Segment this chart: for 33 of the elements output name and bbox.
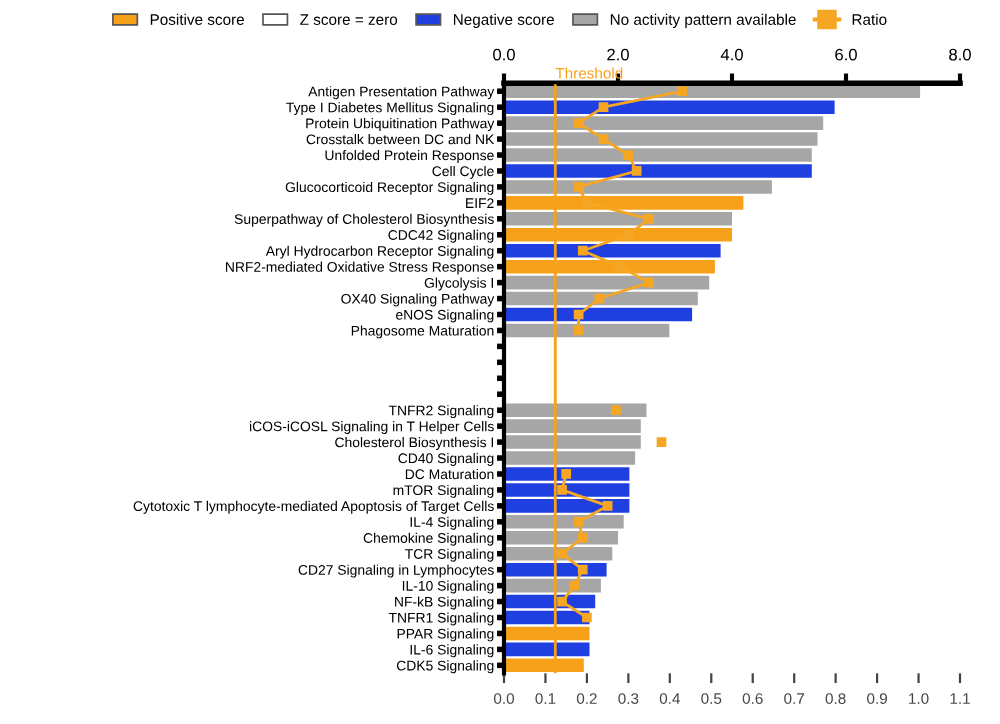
point bbox=[573, 118, 584, 128]
point bbox=[615, 261, 625, 272]
point bbox=[577, 532, 588, 543]
point bbox=[573, 182, 584, 192]
point bbox=[598, 102, 609, 113]
x2-tick-label: 2.0 bbox=[607, 48, 629, 61]
point bbox=[631, 166, 642, 176]
point bbox=[573, 325, 584, 336]
point bbox=[577, 564, 588, 575]
point bbox=[594, 293, 605, 304]
point bbox=[557, 596, 567, 607]
x2-tick-label: 4.0 bbox=[720, 48, 743, 61]
point bbox=[656, 437, 667, 447]
point bbox=[577, 245, 588, 256]
point bbox=[573, 309, 584, 320]
point bbox=[573, 516, 584, 527]
point bbox=[557, 548, 567, 559]
point bbox=[623, 229, 634, 240]
point bbox=[582, 198, 592, 208]
point bbox=[598, 134, 609, 144]
point bbox=[557, 485, 567, 495]
x2-tick-label: 0.0 bbox=[493, 48, 515, 61]
point bbox=[611, 405, 621, 416]
point bbox=[677, 86, 688, 97]
x2-tick-label: 6.0 bbox=[835, 48, 857, 61]
point bbox=[569, 580, 580, 591]
point bbox=[644, 213, 654, 224]
point bbox=[623, 150, 634, 160]
x2-tick-label: 8.0 bbox=[949, 48, 971, 61]
point bbox=[602, 501, 613, 511]
point bbox=[644, 277, 654, 288]
point bbox=[561, 469, 572, 479]
point bbox=[582, 612, 592, 623]
